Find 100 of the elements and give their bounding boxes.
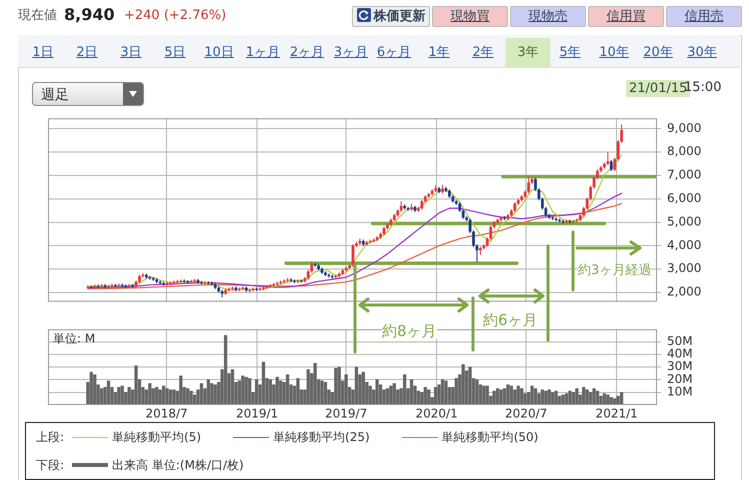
bar xyxy=(276,376,279,405)
bar xyxy=(492,390,496,405)
bar xyxy=(279,380,282,405)
x-tick-label: 2020/7 xyxy=(505,406,548,420)
x-tick-label: 2019/7 xyxy=(324,406,368,420)
bar xyxy=(224,335,228,405)
text: 2ヶ月 xyxy=(288,44,326,62)
bar xyxy=(575,388,578,405)
bar xyxy=(306,369,310,405)
text: 3日 xyxy=(119,44,143,62)
text: 現在値 xyxy=(18,8,57,23)
text: 20年 xyxy=(642,44,674,62)
y-tick-label: 40M xyxy=(667,346,693,361)
candlestick xyxy=(420,199,424,210)
text: 10年 xyxy=(598,44,630,62)
bar xyxy=(244,376,248,405)
bar xyxy=(206,379,210,405)
bar xyxy=(602,393,606,405)
bar xyxy=(155,386,158,405)
bar xyxy=(551,392,554,405)
x-tick-label: 2021/1 xyxy=(596,406,638,420)
text: 10日 xyxy=(203,44,235,62)
bar xyxy=(548,390,551,405)
bar xyxy=(520,388,524,405)
x-tick-label: 2019/1 xyxy=(236,406,278,420)
bar xyxy=(120,386,124,405)
text: 2年 xyxy=(471,44,495,62)
bar xyxy=(462,364,465,405)
text: 1日 xyxy=(31,44,55,62)
y-tick-label: 8,000 xyxy=(667,144,702,158)
legend-label: 出来高 単位:(M株/口/枚) xyxy=(112,458,244,472)
annotation: 約8ヶ月 xyxy=(382,322,437,340)
bar xyxy=(434,386,438,405)
bar xyxy=(606,394,610,405)
bar xyxy=(362,372,365,405)
legend-label: 単純移動平均(5) xyxy=(112,430,202,444)
x-tick-label: 2018/7 xyxy=(145,406,188,420)
bar xyxy=(241,376,244,405)
text: 1年 xyxy=(427,44,451,62)
text: 6ヶ月 xyxy=(376,44,412,62)
bar xyxy=(368,386,372,405)
bar xyxy=(334,368,338,405)
bar xyxy=(572,392,576,405)
y-tick-label: 3,000 xyxy=(667,261,702,276)
text: 5日 xyxy=(163,44,187,62)
text: +240 (+2.76%) xyxy=(124,8,226,23)
text: 株価更新 xyxy=(374,9,426,24)
text: 2日 xyxy=(75,44,99,62)
bar xyxy=(616,396,620,405)
bar xyxy=(403,374,406,405)
annotation: 約3ヶ月経過 xyxy=(578,263,652,278)
bar xyxy=(313,362,317,405)
y-tick-label: 50M xyxy=(667,334,693,348)
bar xyxy=(454,378,458,405)
bar xyxy=(424,386,427,405)
bar xyxy=(90,372,93,405)
text: 30年 xyxy=(686,44,718,62)
bar xyxy=(392,383,396,405)
bar xyxy=(210,383,214,405)
bar xyxy=(179,376,182,405)
x-tick-label: 2020/1 xyxy=(416,406,458,420)
candlestick xyxy=(352,244,354,268)
y-tick-label: 4,000 xyxy=(667,238,702,252)
text: 3ヶ月 xyxy=(332,44,370,62)
legend-title: 上段: xyxy=(36,428,64,446)
bar xyxy=(214,384,217,405)
bar xyxy=(516,386,520,405)
text: 約6ヶ月 xyxy=(483,311,538,329)
legend-title: 下段: xyxy=(36,456,64,474)
bar xyxy=(134,366,138,405)
legend-label: 単純移動平均(50) xyxy=(442,430,538,444)
bar xyxy=(482,386,486,405)
bar xyxy=(93,374,96,405)
text: 週足 xyxy=(32,82,144,106)
y-tick-label: 2,000 xyxy=(667,284,702,299)
text: 1ヶ月 xyxy=(244,44,282,62)
bar xyxy=(148,383,152,405)
bar xyxy=(248,378,252,405)
y-axis-title: 単位: M xyxy=(53,331,96,346)
text: 3年 xyxy=(505,38,551,67)
bar xyxy=(582,386,586,405)
bar xyxy=(544,390,548,405)
bar xyxy=(486,386,489,405)
y-tick-label: 10M xyxy=(667,384,693,398)
bar xyxy=(117,386,120,405)
y-tick-label: 20M xyxy=(667,372,693,386)
bar xyxy=(268,379,272,405)
bar xyxy=(190,390,193,405)
y-tick-label: 5,000 xyxy=(667,214,702,228)
bar xyxy=(427,390,430,405)
bar xyxy=(338,366,341,405)
bar xyxy=(513,390,516,405)
bar xyxy=(610,397,613,405)
y-tick-label: 30M xyxy=(667,359,693,374)
bar xyxy=(554,390,558,405)
bar xyxy=(262,362,266,405)
candlestick xyxy=(527,176,530,194)
y-tick-label: 9,000 xyxy=(667,120,702,135)
text: 8,940 xyxy=(64,5,115,24)
bar xyxy=(389,386,392,405)
